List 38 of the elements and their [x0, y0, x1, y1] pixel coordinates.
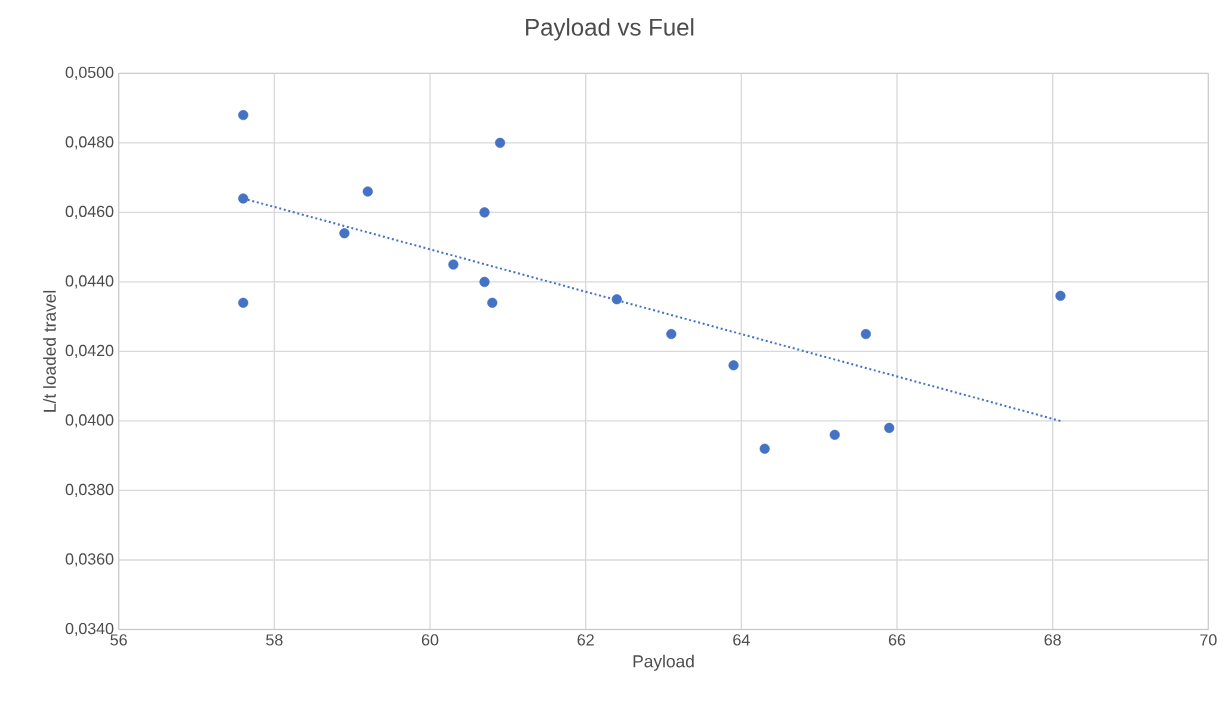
x-tick-label: 62: [577, 634, 594, 646]
y-axis-title: L/t loaded travel: [43, 290, 56, 412]
y-tick-label: 0,0480: [65, 136, 114, 150]
x-tick-label: 58: [266, 634, 283, 646]
y-tick-label: 0,0400: [65, 414, 114, 428]
point: [479, 276, 490, 288]
point: [860, 329, 871, 340]
point: [884, 422, 895, 434]
point: [487, 297, 498, 308]
y-tick-label: 0,0380: [65, 483, 114, 498]
x-tick-label: 68: [1044, 634, 1061, 646]
point: [495, 137, 506, 149]
point: [1055, 290, 1066, 301]
x-tick-label: 64: [733, 634, 750, 646]
point: [448, 259, 459, 270]
point: [479, 207, 490, 218]
point: [829, 429, 840, 440]
x-axis-title: Payload: [633, 654, 694, 671]
point: [759, 443, 770, 454]
point: [339, 228, 350, 239]
x-tick-label: 60: [421, 634, 439, 646]
point: [611, 294, 622, 305]
y-tick-label: 0,0340: [65, 622, 114, 637]
point: [666, 329, 677, 340]
y-tick-label: 0,0360: [65, 553, 114, 567]
y-tick-label: 0,0420: [65, 344, 114, 359]
point: [728, 360, 739, 371]
point: [238, 193, 249, 204]
point: [238, 110, 249, 121]
y-tick-label: 0,0500: [65, 66, 114, 81]
x-tick-label: 70: [1200, 634, 1217, 646]
y-tick-label: 0,0440: [65, 275, 114, 289]
point: [238, 297, 249, 308]
point: [362, 186, 373, 197]
x-tick-label: 66: [888, 634, 906, 646]
y-tick-label: 0,0460: [65, 205, 114, 220]
chart-title: Payload vs Fuel: [526, 18, 694, 41]
x-tick-label: 56: [110, 634, 127, 646]
